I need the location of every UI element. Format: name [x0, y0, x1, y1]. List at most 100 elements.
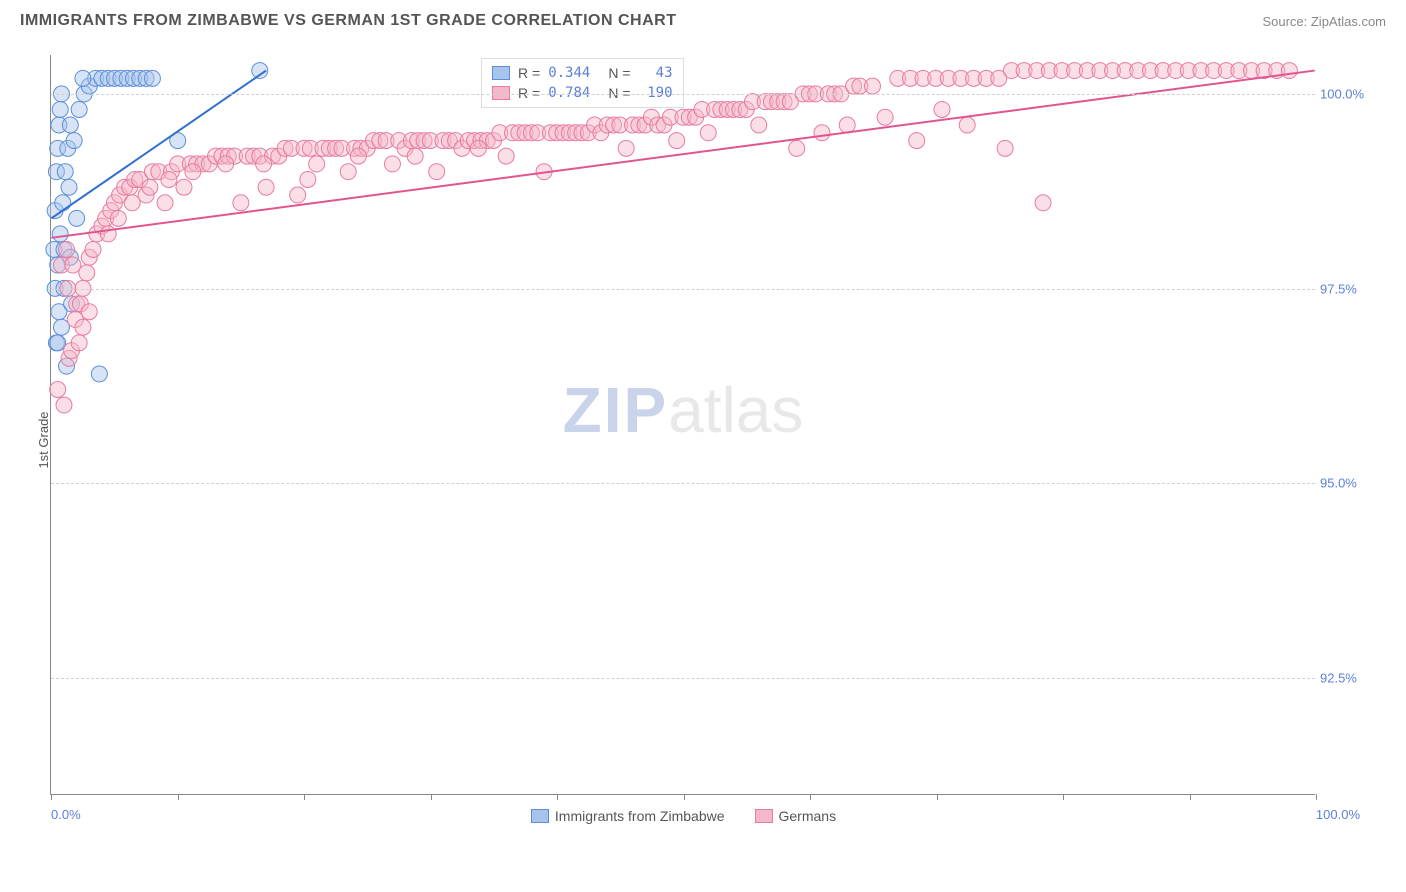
scatter-point: [290, 187, 306, 203]
scatter-point: [61, 179, 77, 195]
scatter-point: [470, 140, 486, 156]
scatter-point: [909, 133, 925, 149]
scatter-point: [700, 125, 716, 141]
legend-item: Immigrants from Zimbabwe: [531, 808, 725, 824]
gridline: [51, 483, 1315, 484]
gridline: [51, 94, 1315, 95]
scatter-point: [751, 117, 767, 133]
scatter-point: [839, 117, 855, 133]
bottom-legend: Immigrants from Zimbabwe Germans: [51, 808, 1316, 824]
scatter-point: [997, 140, 1013, 156]
scatter-point: [81, 304, 97, 320]
scatter-point: [53, 319, 69, 335]
scatter-point: [79, 265, 95, 281]
scatter-point: [309, 156, 325, 172]
scatter-point: [407, 148, 423, 164]
n-label: N =: [608, 65, 630, 81]
scatter-svg: [51, 55, 1315, 794]
scatter-point: [124, 195, 140, 211]
scatter-point: [66, 133, 82, 149]
legend-label: Immigrants from Zimbabwe: [555, 808, 725, 824]
scatter-point: [59, 241, 75, 257]
scatter-point: [85, 241, 101, 257]
scatter-point: [877, 109, 893, 125]
scatter-point: [71, 101, 87, 117]
y-tick-label: 95.0%: [1320, 476, 1375, 491]
x-axis-max-label: 100.0%: [1316, 807, 1360, 822]
scatter-point: [814, 125, 830, 141]
x-tick: [304, 794, 305, 800]
source-label: Source: ZipAtlas.com: [1262, 14, 1386, 29]
y-tick-label: 92.5%: [1320, 671, 1375, 686]
scatter-point: [75, 70, 91, 86]
scatter-point: [865, 78, 881, 94]
scatter-point: [50, 382, 66, 398]
scatter-point: [100, 226, 116, 242]
x-tick: [1063, 794, 1064, 800]
x-tick: [1190, 794, 1191, 800]
scatter-point: [144, 70, 160, 86]
scatter-point: [384, 156, 400, 172]
legend-label: Germans: [779, 808, 837, 824]
x-tick: [1316, 794, 1317, 800]
n-value: 43: [639, 65, 673, 81]
r-label: R =: [518, 65, 540, 81]
scatter-point: [498, 148, 514, 164]
scatter-point: [300, 171, 316, 187]
legend-swatch: [755, 809, 773, 823]
scatter-point: [233, 195, 249, 211]
scatter-point: [789, 140, 805, 156]
x-tick: [431, 794, 432, 800]
scatter-point: [91, 366, 107, 382]
scatter-point: [62, 117, 78, 133]
y-axis-title: 1st Grade: [36, 411, 51, 468]
gridline: [51, 289, 1315, 290]
gridline: [51, 678, 1315, 679]
scatter-point: [50, 335, 66, 351]
legend-swatch: [531, 809, 549, 823]
scatter-point: [185, 164, 201, 180]
scatter-point: [1035, 195, 1051, 211]
scatter-point: [55, 195, 71, 211]
legend-swatch: [492, 66, 510, 80]
plot-area: ZIPatlas R =0.344N =43R =0.784N =190 0.0…: [50, 55, 1315, 795]
x-tick: [810, 794, 811, 800]
stats-legend: R =0.344N =43R =0.784N =190: [481, 58, 684, 108]
scatter-point: [350, 148, 366, 164]
scatter-point: [75, 319, 91, 335]
x-tick: [557, 794, 558, 800]
x-tick: [51, 794, 52, 800]
scatter-point: [142, 179, 158, 195]
scatter-point: [52, 101, 68, 117]
scatter-point: [161, 171, 177, 187]
x-tick: [937, 794, 938, 800]
chart-title: IMMIGRANTS FROM ZIMBABWE VS GERMAN 1ST G…: [20, 12, 676, 30]
y-tick-label: 100.0%: [1320, 86, 1375, 101]
scatter-point: [71, 335, 87, 351]
scatter-point: [57, 164, 73, 180]
scatter-point: [429, 164, 445, 180]
x-tick: [684, 794, 685, 800]
scatter-point: [1281, 63, 1297, 79]
scatter-point: [65, 257, 81, 273]
scatter-point: [56, 397, 72, 413]
chart-container: 1st Grade ZIPatlas R =0.344N =43R =0.784…: [50, 55, 1360, 825]
scatter-point: [69, 210, 85, 226]
scatter-point: [110, 210, 126, 226]
r-value: 0.344: [548, 65, 590, 81]
scatter-point: [157, 195, 173, 211]
scatter-point: [959, 117, 975, 133]
scatter-point: [176, 179, 192, 195]
scatter-point: [256, 156, 272, 172]
scatter-point: [934, 101, 950, 117]
scatter-point: [218, 156, 234, 172]
x-tick: [178, 794, 179, 800]
scatter-point: [618, 140, 634, 156]
scatter-point: [340, 164, 356, 180]
scatter-point: [669, 133, 685, 149]
scatter-point: [258, 179, 274, 195]
stats-legend-row: R = 0.344 N = 43: [492, 63, 673, 83]
scatter-point: [52, 226, 68, 242]
y-tick-label: 97.5%: [1320, 281, 1375, 296]
legend-item: Germans: [755, 808, 837, 824]
